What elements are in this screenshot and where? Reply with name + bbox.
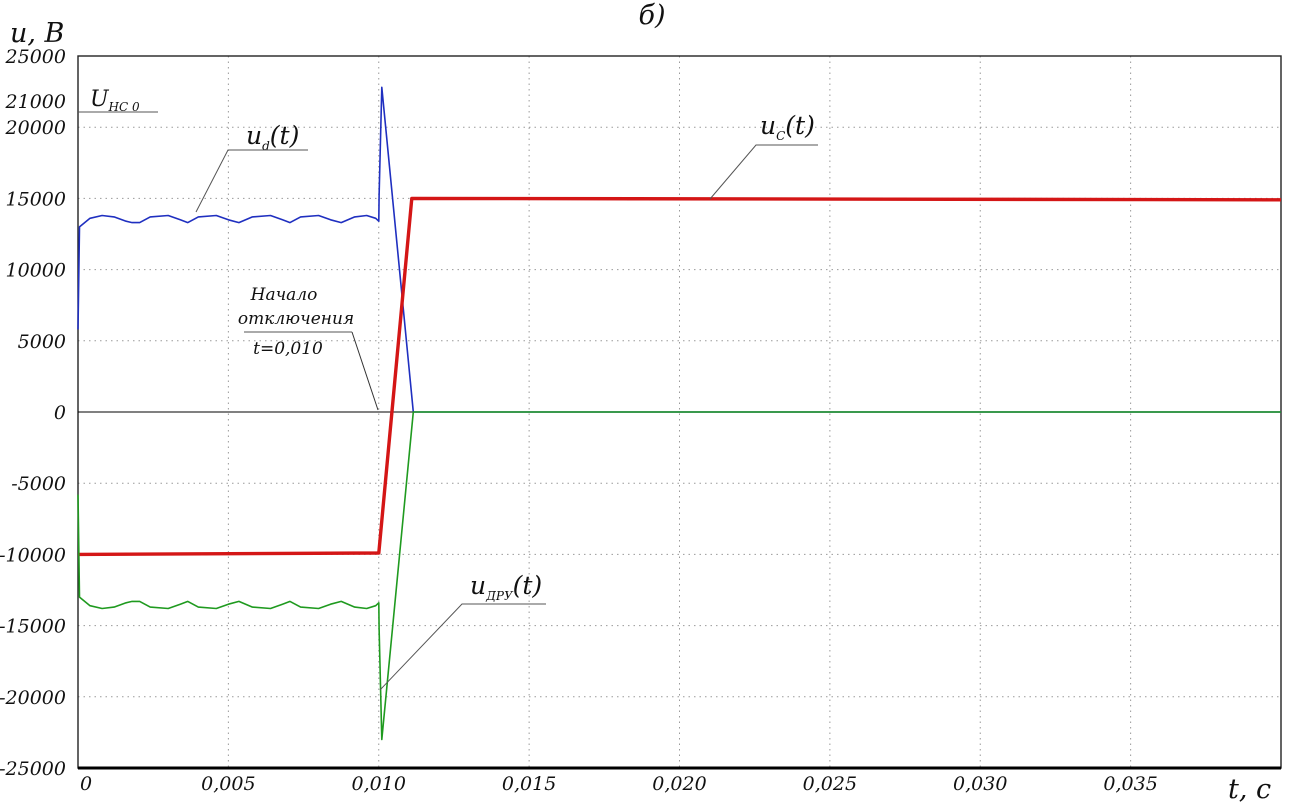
ud-leader [195, 149, 308, 213]
y-tick-label: 25000 [5, 46, 66, 68]
switch-off-line1: Начало [250, 285, 318, 305]
udru-main: u [470, 571, 486, 600]
uc-leader [709, 144, 818, 200]
uc-tail: (t) [785, 111, 815, 140]
udru-label: uДРУ(t) [379, 571, 546, 691]
x-tick-label: 0,030 [953, 773, 1007, 795]
series-lines [77, 86, 1282, 770]
chart-title: б) [638, 0, 665, 31]
y-tick-label: 10000 [6, 260, 66, 282]
y-tick-label: -10000 [0, 544, 66, 566]
udru-sub: ДРУ [485, 589, 514, 603]
x-tick-label: 0,005 [201, 773, 255, 795]
switch-off-annotation: Начало отключения t=0,010 [238, 285, 379, 411]
svg-text:UHC 0: UHC 0 [90, 87, 140, 114]
uc-sub: C [776, 129, 785, 143]
x-tick-label: 0,025 [803, 773, 857, 795]
series-line [77, 411, 1281, 741]
y-axis-label: u, B [10, 18, 64, 49]
x-tick-label: 0,035 [1103, 773, 1157, 795]
ud-main: u [246, 121, 262, 150]
x-axis-label: t, c [1228, 774, 1271, 805]
y-tick-label: -15000 [0, 616, 66, 638]
switch-off-line3: t=0,010 [253, 339, 323, 359]
ud-label: ud(t) [195, 121, 308, 213]
u-hc0-sub: HC 0 [108, 100, 140, 114]
y-tick-label: 20000 [5, 117, 66, 139]
series-line [77, 86, 1281, 413]
y-tick-label-21000: 21000 [5, 91, 66, 113]
y-tick-label: -5000 [11, 473, 66, 495]
axis-tick-labels: 0 0,005 0,010 0,015 0,020 0,025 0,030 0,035 2500… [0, 46, 1158, 795]
ud-tail: (t) [270, 121, 300, 150]
svg-text:ud(t): ud(t) [246, 121, 299, 153]
u-hc0-label: UHC 0 [78, 87, 158, 114]
x-tick-label: 0 [80, 773, 92, 795]
y-tick-label: -20000 [0, 687, 66, 709]
x-tick-label: 0,010 [352, 773, 406, 795]
uc-main: u [760, 111, 776, 140]
svg-text:uДРУ(t): uДРУ(t) [470, 571, 542, 603]
udru-tail: (t) [513, 571, 543, 600]
udru-leader [379, 603, 546, 691]
ud-sub: d [262, 139, 270, 153]
x-tick-label: 0,020 [652, 773, 706, 795]
switch-off-line2: отключения [238, 309, 354, 329]
y-tick-label: 0 [54, 402, 66, 424]
y-tick-label: 5000 [18, 331, 66, 353]
svg-text:uC(t): uC(t) [760, 111, 815, 143]
series-line [77, 196, 1282, 557]
y-tick-label: 15000 [6, 188, 66, 210]
x-tick-label: 0,015 [502, 773, 556, 795]
uc-label: uC(t) [709, 111, 818, 200]
u-hc0-main: U [90, 87, 110, 112]
y-tick-label: -25000 [0, 758, 66, 780]
switch-off-leader [351, 331, 379, 411]
